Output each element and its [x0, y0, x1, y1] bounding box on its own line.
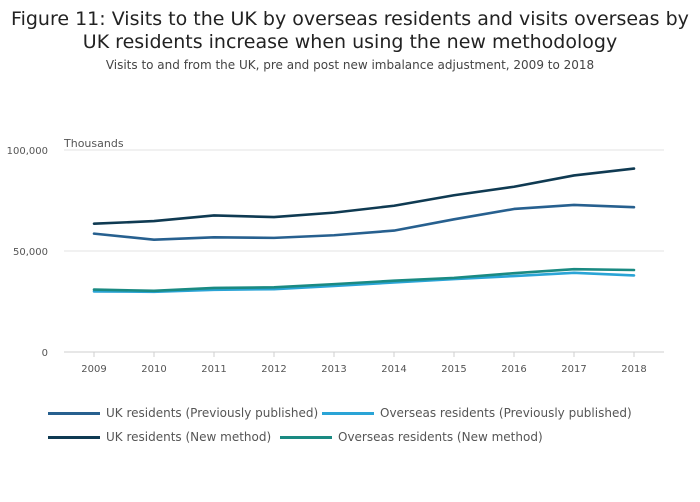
legend-swatch [48, 435, 100, 439]
y-tick-label: 100,000 [7, 146, 48, 157]
legend-label: UK residents (New method) [106, 430, 272, 444]
legend-item-uk-new-method[interactable]: UK residents (New method) [48, 430, 271, 444]
chart-title: Figure 11: Visits to the UK by overseas … [11, 8, 689, 53]
x-tick-label: 2010 [141, 364, 166, 375]
x-tick-label: 2018 [621, 364, 646, 375]
series-line-1[interactable] [92, 271, 636, 294]
x-tick-label: 2014 [381, 364, 406, 375]
legend-swatch [322, 411, 374, 415]
x-tick-label: 2012 [261, 364, 286, 375]
series-line-0[interactable] [92, 203, 636, 241]
series-lines [92, 167, 636, 294]
legend-item-overseas-previously-published[interactable]: Overseas residents (Previously published… [322, 406, 632, 420]
gridlines [64, 149, 664, 252]
x-tick-label: 2013 [321, 364, 346, 375]
chart-subtitle: Visits to and from the UK, pre and post … [105, 58, 595, 72]
x-tick-label: 2011 [201, 364, 226, 375]
x-tick-label: 2016 [501, 364, 526, 375]
legend-item-uk-previously-published[interactable]: UK residents (Previously published) [48, 406, 318, 420]
legend-item-overseas-new-method[interactable]: Overseas residents (New method) [280, 430, 543, 444]
series-line-2[interactable] [92, 167, 636, 226]
x-tick-label: 2017 [561, 364, 586, 375]
series-line-3[interactable] [92, 267, 636, 293]
legend-swatch [280, 435, 332, 439]
x-axis: 2009 2010 2011 2012 2013 2014 2015 2016 2017 2018 [64, 351, 664, 375]
legend-label: Overseas residents (Previously published… [380, 406, 632, 420]
y-axis-label: Thousands [63, 137, 124, 150]
y-axis-ticks: 0 50,000 100,000 [7, 146, 48, 359]
legend-swatch [48, 411, 100, 415]
y-tick-label: 0 [42, 348, 48, 359]
x-tick-label: 2009 [81, 364, 106, 375]
legend-label: UK residents (Previously published) [106, 406, 319, 420]
x-tick-label: 2015 [441, 364, 466, 375]
legend-label: Overseas residents (New method) [338, 430, 543, 444]
y-tick-label: 50,000 [13, 247, 48, 258]
